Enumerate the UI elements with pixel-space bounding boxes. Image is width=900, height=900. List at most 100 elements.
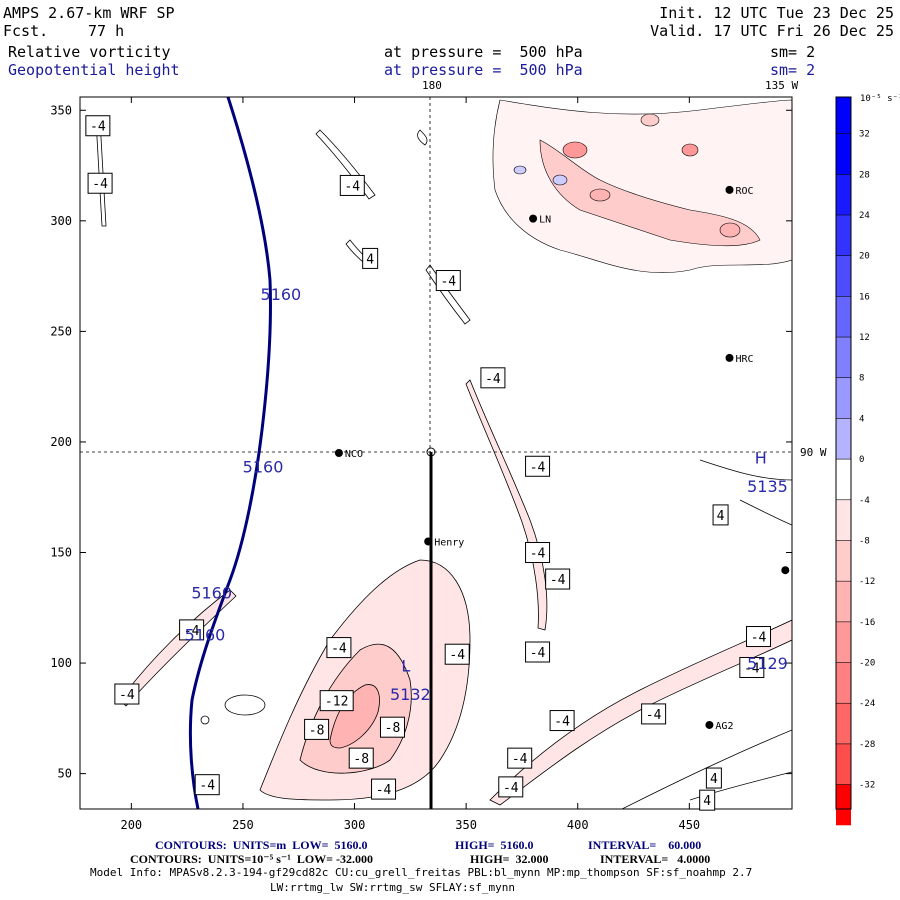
vort-fill-northeast-inner <box>539 139 761 247</box>
station-marker <box>725 185 734 194</box>
lon-180-label: 180 <box>422 79 442 92</box>
colorbar-label: 0 <box>859 455 864 465</box>
height-label: 5129 <box>747 654 788 673</box>
station-marker <box>781 566 790 575</box>
field1-sm: sm= 2 <box>770 43 816 61</box>
vort-label: -8 <box>385 721 401 736</box>
axis-ticks: 200 250 300 350 400 450 50 100 150 200 250 300 350 <box>50 97 792 832</box>
station-label: AG2 <box>715 721 733 732</box>
colorbar-cell <box>836 784 851 826</box>
vort-label-box <box>739 656 765 678</box>
y-tick-label: 350 <box>50 103 72 117</box>
vort-label: 4 <box>710 772 718 787</box>
colorbar-cell <box>836 133 851 175</box>
vort-label-box <box>525 641 551 663</box>
vort-fill-streak-east <box>465 379 548 631</box>
footer-height-b: HIGH= 5160.0 <box>455 838 534 852</box>
height-label: 5132 <box>390 685 431 704</box>
footer-vort-b: HIGH= 32.000 <box>470 852 549 866</box>
colorbar-cell <box>836 743 851 785</box>
vort-label: -4 <box>331 642 347 657</box>
lon-90w-label: 90 W <box>800 446 827 459</box>
vort-label: -4 <box>646 708 662 723</box>
footer-model-info: Model Info: MPASv8.2.3-194-gf29cd82c CU:… <box>90 866 753 879</box>
vort-label: -4 <box>90 120 106 135</box>
vort-label-box <box>304 718 330 740</box>
field2-level: at pressure = 500 hPa <box>384 61 583 79</box>
colorbar: 32 28 24 20 16 12 8 4 0 -4 -8 -12 -16 -20 -24 -28 -32 <box>835 96 875 826</box>
footer-vort-c: INTERVAL= 4.0000 <box>600 852 711 866</box>
vort-label-box <box>699 789 716 811</box>
vort-label: -4 <box>485 372 501 387</box>
y-tick-label: 250 <box>50 324 72 338</box>
vort-label-box <box>371 778 397 800</box>
vort-label-box <box>549 710 575 732</box>
vort-label: -4 <box>344 179 360 194</box>
footer-height-c: INTERVAL= 60.000 <box>588 838 702 852</box>
colorbar-label: -32 <box>859 781 875 791</box>
y-tick-label: 300 <box>50 214 72 228</box>
vort-label-box <box>545 568 571 590</box>
colorbar-cell <box>836 621 851 663</box>
vort-label-box <box>641 703 667 725</box>
vort-label-box <box>179 619 205 641</box>
lon-135w-label: 135 W <box>765 79 798 92</box>
x-tick-label: 450 <box>678 818 700 832</box>
vort-fill-band-west <box>119 589 237 707</box>
colorbar-label: 20 <box>859 252 870 262</box>
colorbar-unit: 10⁻⁵ s⁻¹ <box>860 94 900 104</box>
vorticity-labels: -4-4 -44-4-4-4-4-4-4-4 -4-12-8 -8-8-4 -4-4-4… <box>85 115 772 811</box>
vort-label: 4 <box>717 509 725 524</box>
height-label: 5160 <box>261 285 302 304</box>
vort-line-small1 <box>417 129 428 146</box>
station-marker <box>725 353 734 362</box>
vort-label-box <box>746 626 772 648</box>
colorbar-label: -4 <box>859 496 870 506</box>
colorbar-cell <box>836 255 851 297</box>
colorbar-label: 16 <box>859 292 870 302</box>
vorticity-lines <box>95 119 792 809</box>
y-tick-label: 200 <box>50 435 72 449</box>
colorbar-cell <box>836 214 851 256</box>
model-title: AMPS 2.67-km WRF SP <box>3 4 175 22</box>
station-label: HRC <box>736 354 754 365</box>
footer-model-info-2: LW:rrtmg_lw SW:rrtmg_sw SFLAY:sf_mynn <box>270 881 516 894</box>
vort-label: -4 <box>554 715 570 730</box>
colorbar-cell <box>836 459 851 500</box>
fcst-value: 77 h <box>88 22 125 40</box>
vort-label: -4 <box>744 661 760 676</box>
vort-label-box <box>525 455 551 477</box>
colorbar-label: 8 <box>859 374 864 384</box>
footer-height-a: CONTOURS: UNITS=m LOW= 5160.0 <box>155 838 368 852</box>
field1-name: Relative vorticity <box>8 43 171 61</box>
vort-label-box <box>362 247 379 269</box>
colorbar-label: 28 <box>859 170 870 180</box>
vort-label: -4 <box>530 460 546 475</box>
height-labels: 5160 5160 5160 5160 L 5132 H 5135 5129 <box>185 285 788 704</box>
colorbar-cell-top <box>836 97 851 134</box>
vort-label-box <box>319 690 354 712</box>
footer-vort-a: CONTOURS: UNITS=10⁻⁵ s⁻¹ LOW= -32.000 <box>130 852 374 866</box>
vort-label: -8 <box>353 752 369 767</box>
vort-label-box <box>348 747 374 769</box>
vort-label-box <box>712 504 729 526</box>
colorbar-cell <box>836 499 851 541</box>
station-label: Henry <box>434 537 464 548</box>
height-contours <box>188 97 273 809</box>
vort-label-box <box>85 115 111 137</box>
vort-label: -4 <box>376 783 392 798</box>
colorbar-cell <box>836 418 851 460</box>
colorbar-label: -16 <box>859 618 875 628</box>
vort-line-east-mid <box>739 499 792 526</box>
valid-time: Valid. 17 UTC Fri 26 Dec 25 <box>650 22 894 40</box>
fcst-label: Fcst. <box>3 22 49 40</box>
colorbar-label: 12 <box>859 333 870 343</box>
station-label: LN <box>539 215 551 226</box>
height-label: 5135 <box>747 477 788 496</box>
y-tick-label: 150 <box>50 546 72 560</box>
height-label: L <box>401 656 410 675</box>
vorticity-fills <box>119 99 792 806</box>
field2-name: Geopotential height <box>8 61 180 79</box>
vort-line-east-sw <box>699 459 792 481</box>
